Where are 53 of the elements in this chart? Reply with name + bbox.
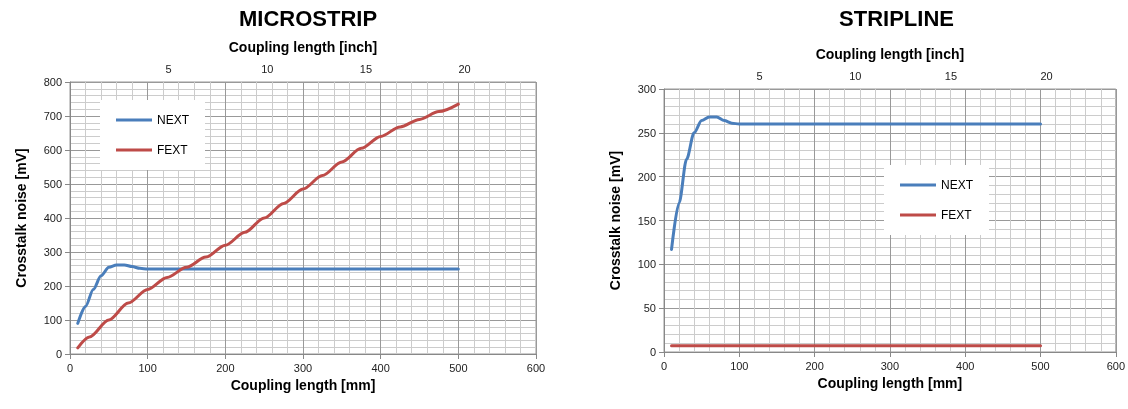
x-tick-label: 600 bbox=[1106, 359, 1125, 372]
x-tick-label: 0 bbox=[660, 359, 668, 372]
legend-label: FEXT bbox=[941, 208, 973, 222]
y-tick-label: 400 bbox=[43, 212, 62, 224]
x2-axis-title: Coupling length [inch] bbox=[228, 39, 378, 55]
x2-tick-label: 5 bbox=[756, 69, 763, 82]
x-tick-label: 0 bbox=[66, 361, 74, 374]
x-tick-label: 500 bbox=[449, 361, 468, 374]
x2-tick-label: 5 bbox=[165, 62, 172, 75]
x-tick-label: 300 bbox=[293, 361, 313, 374]
x-tick-label: 600 bbox=[526, 361, 546, 374]
x-tick-label: 200 bbox=[216, 361, 235, 374]
line-series bbox=[76, 102, 460, 350]
legend-label: FEXT bbox=[157, 143, 189, 157]
x2-tick-label: 10 bbox=[261, 62, 274, 75]
x-tick-label: 300 bbox=[880, 359, 900, 372]
x2-tick-label: 15 bbox=[944, 69, 958, 82]
x-tick-label: 500 bbox=[1031, 359, 1050, 372]
legend-label: NEXT bbox=[941, 178, 974, 192]
y-tick-label: 300 bbox=[43, 246, 62, 258]
y-tick-label: 300 bbox=[637, 83, 656, 95]
y-axis-title: Crosstalk noise [mV] bbox=[607, 150, 623, 291]
y-tick-label: 200 bbox=[637, 170, 656, 183]
y-tick-label: 100 bbox=[43, 314, 62, 326]
x-axis-title: Coupling length [mm] bbox=[230, 377, 376, 393]
x-tick-label: 400 bbox=[371, 361, 390, 374]
y-tick-label: 0 bbox=[55, 348, 62, 360]
chart-title: MICROSTRIP bbox=[238, 5, 378, 31]
y-tick-label: 800 bbox=[43, 76, 62, 88]
y-tick-label: 0 bbox=[649, 346, 656, 358]
chart-title: STRIPLINE bbox=[839, 5, 954, 31]
line-series bbox=[76, 263, 460, 325]
x2-tick-label: 15 bbox=[359, 62, 373, 75]
x2-tick-label: 20 bbox=[1040, 69, 1053, 82]
x-tick-label: 100 bbox=[138, 361, 157, 374]
x-axis-title: Coupling length [mm] bbox=[817, 375, 963, 391]
y-tick-label: 250 bbox=[637, 126, 656, 139]
y-tick-label: 200 bbox=[43, 280, 62, 292]
y-axis-title: Crosstalk noise [mV] bbox=[13, 148, 29, 288]
y-tick-label: 500 bbox=[43, 178, 62, 190]
x-tick-label: 100 bbox=[730, 359, 749, 372]
y-tick-label: 100 bbox=[637, 258, 656, 271]
x2-tick-label: 10 bbox=[849, 69, 862, 82]
x-tick-label: 400 bbox=[956, 359, 975, 372]
legend-label: NEXT bbox=[157, 113, 190, 127]
x-tick-label: 200 bbox=[805, 359, 824, 372]
line-series bbox=[670, 115, 1043, 251]
y-tick-label: 50 bbox=[643, 302, 656, 315]
y-tick-label: 700 bbox=[43, 110, 62, 122]
x2-tick-label: 20 bbox=[458, 62, 471, 75]
y-tick-label: 600 bbox=[43, 144, 62, 156]
x2-axis-title: Coupling length [inch] bbox=[815, 46, 965, 62]
y-tick-label: 150 bbox=[637, 214, 656, 227]
